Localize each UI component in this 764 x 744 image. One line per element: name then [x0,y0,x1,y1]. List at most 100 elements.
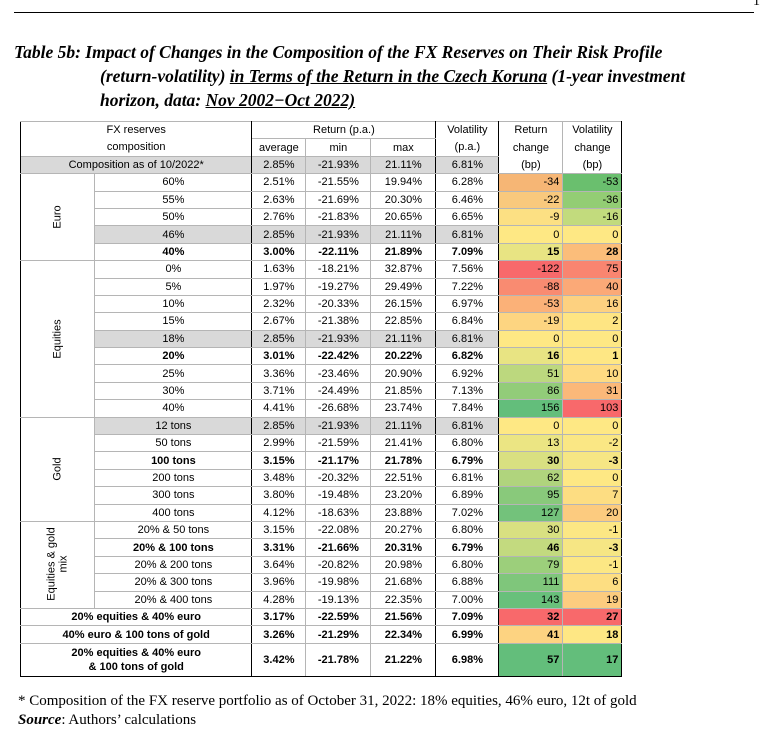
header-fx-l2: composition [19,138,253,157]
cell-max: 21.11% [370,416,437,436]
cell-max: 21.68% [370,573,437,592]
cell-return-change: 95 [498,486,564,505]
cell-max: 23.74% [370,399,437,418]
cell-min: -19.27% [305,277,372,296]
cell-return-change: 13 [498,434,564,453]
cell-max: 21.85% [370,381,437,401]
table-row: 20% & 200 tons 3.64% -20.82% 20.98% 6.80% 79-… [21,555,623,575]
row-label: 400 tons [94,503,253,522]
cell-volatility: 6.92% [435,364,500,383]
cell-max: 29.49% [370,277,437,296]
cell-max: 20.22% [370,347,437,366]
cell-min: -21.55% [305,173,372,192]
row-label: 50% [94,207,253,227]
cell-average: 2.76% [251,207,307,227]
group-name: Euro [51,205,64,229]
cell-volatility: 6.80% [435,520,500,540]
table-row: 5% 1.97% -19.27% 29.49% 7.22% -88 40 [21,277,623,296]
composition-avg: 2.85% [251,155,307,175]
cell-min: -21.93% [305,329,372,349]
cell-average: 4.41% [251,399,307,418]
page-marker: 1 [753,0,760,9]
table-row: 20% & 400 tons 4.28% -19.13% 22.35% 7.00% 143… [21,590,623,609]
group-name: Gold [51,457,64,481]
cell-max: 21.56% [370,607,437,627]
cell-min: -20.82% [305,555,372,575]
row-label: 100 tons [94,451,253,470]
group-label: Equities & gold mix [19,520,96,609]
cell-max: 20.90% [370,364,437,383]
cell-volatility-change: 0 [562,468,623,488]
caption-line1: Impact of Changes in the Composition of … [85,42,663,62]
table-row: 100 tons 3.15% -21.17% 21.78% 6.79% 30 -3 [21,451,623,470]
fx-reserves-table: FX reserves Return (p.a.) Volatility Return… [19,120,623,677]
composition-min: -21.93% [305,155,372,175]
cell-volatility: 6.46% [435,190,500,209]
cell-volatility-change: 0 [562,416,623,436]
cell-return-change: 156 [498,399,564,418]
table-row: 20% & 300 tons 3.96% -19.98% 21.68% 6.88% 111… [21,573,623,592]
header-max: max [370,138,437,157]
table-row: 20% & 100 tons 3.31% -21.66% 20.31% 6.79% 46-… [21,538,623,557]
cell-average: 3.48% [251,468,307,488]
cell-volatility: 6.98% [435,642,500,677]
table-row: 30% 3.71% -24.49% 21.85% 7.13% 86 31 [21,381,623,401]
row-label: 0% [94,260,253,279]
cell-volatility-change: 7 [562,486,623,505]
row-label: 15% [94,312,253,331]
cell-volatility-change: 17 [562,642,623,677]
table-row: 300 tons 3.80% -19.48% 23.20% 6.89% 95 7 [21,486,623,505]
row-label: 20% [94,347,253,366]
cell-average: 2.51% [251,173,307,192]
cell-volatility: 6.65% [435,207,500,227]
cell-volatility-change: -2 [562,434,623,453]
cell-max: 20.65% [370,207,437,227]
cell-volatility: 7.13% [435,381,500,401]
row-label: 46% [94,225,253,244]
combo-label: 20% equities & 40% euro [19,607,253,627]
cell-max: 20.31% [370,538,437,557]
cell-volatility-change: 28 [562,242,623,262]
cell-average: 3.00% [251,242,307,262]
cell-average: 2.85% [251,225,307,244]
row-label: 55% [94,190,253,209]
cell-min: -19.48% [305,486,372,505]
cell-volatility-change: -1 [562,555,623,575]
cell-volatility-change: -3 [562,538,623,557]
cell-volatility: 7.09% [435,607,500,627]
cell-volatility-change: 40 [562,277,623,296]
cell-return-change: 57 [498,642,564,677]
table-row: 200 tons 3.48% -20.32% 22.51% 6.81% 62 0 [21,468,623,488]
group-label: Equities [19,260,96,418]
table-row: 10% 2.32% -20.33% 26.15% 6.97% -53 16 [21,294,623,314]
cell-min: -21.93% [305,416,372,436]
table-row: 40% 3.00% -22.11% 21.89% 7.09% 15 28 [21,242,623,262]
cell-volatility: 6.81% [435,329,500,349]
row-label: 20% & 50 tons [94,520,253,540]
cell-volatility-change: 18 [562,625,623,644]
table-row: 15% 2.67% -21.38% 22.85% 6.84% -19 2 [21,312,623,331]
header-return-change: Return [498,120,564,139]
cell-return-change: -22 [498,190,564,209]
group-name-l2: mix [57,555,70,574]
row-label: 50 tons [94,434,253,453]
cell-volatility-change: -53 [562,173,623,192]
cell-min: -24.49% [305,381,372,401]
header-min: min [305,138,372,157]
cell-average: 3.31% [251,538,307,557]
cell-max: 20.27% [370,520,437,540]
cell-volatility: 6.97% [435,294,500,314]
footnotes: * Composition of the FX reserve portfoli… [18,692,637,730]
cell-volatility-change: 0 [562,329,623,349]
cell-min: -21.78% [305,642,372,677]
group-name: Equities [51,319,64,359]
cell-volatility: 6.80% [435,434,500,453]
cell-return-change: 16 [498,347,564,366]
cell-average: 1.97% [251,277,307,296]
cell-min: -21.83% [305,207,372,227]
header-rc-bp: (bp) [498,156,564,175]
cell-max: 21.89% [370,242,437,262]
cell-return-change: 0 [498,225,564,244]
cell-volatility: 7.02% [435,503,500,522]
cell-min: -22.08% [305,520,372,540]
